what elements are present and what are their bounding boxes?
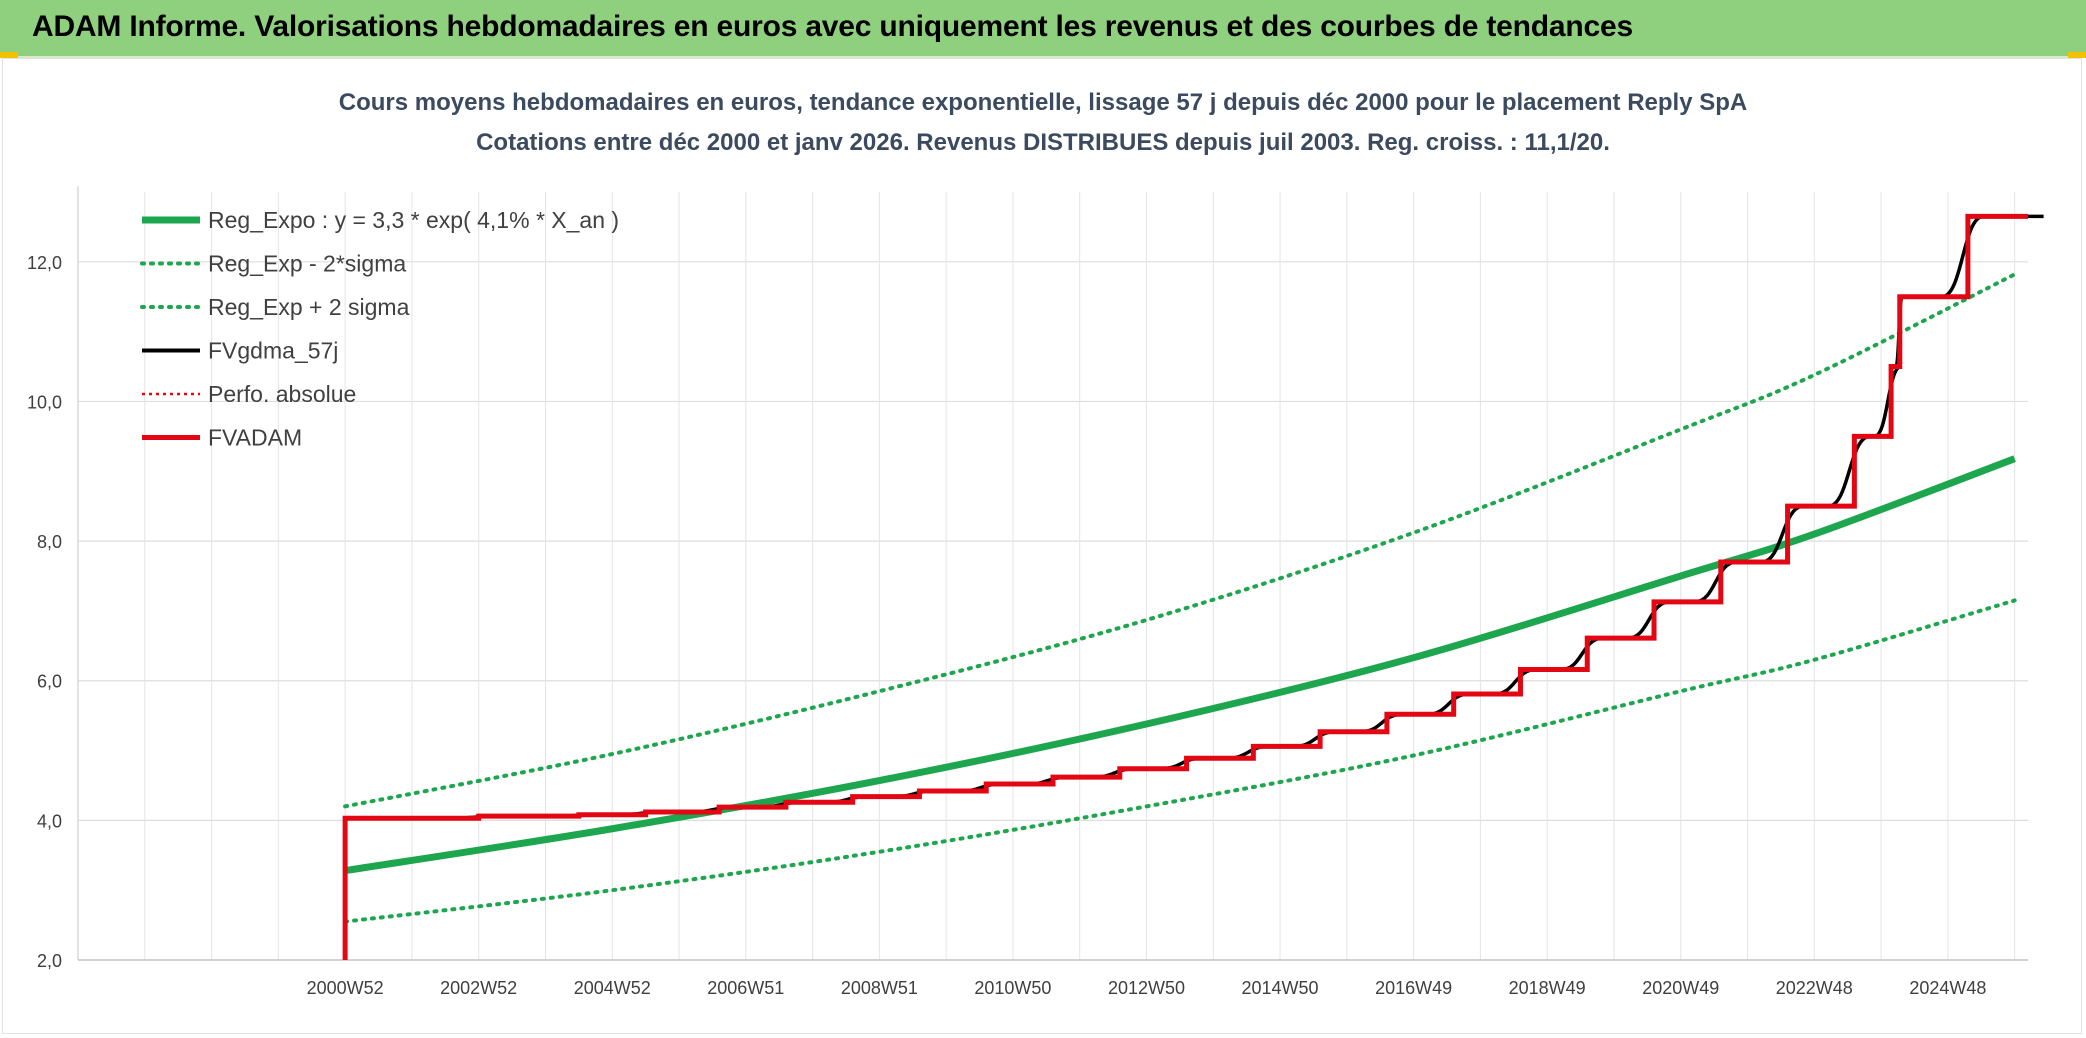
y-tick-label: 6,0 xyxy=(37,672,62,692)
corner-mark-right xyxy=(2068,52,2086,58)
x-tick-label: 2000W52 xyxy=(307,978,384,998)
legend-label-fvgdma: FVgdma_57j xyxy=(208,338,338,364)
series-fvadam xyxy=(342,213,2028,960)
y-tick-label: 10,0 xyxy=(27,392,62,412)
y-tick-label: 4,0 xyxy=(37,811,62,831)
x-tick-label: 2008W51 xyxy=(841,978,918,998)
y-tick-label: 8,0 xyxy=(37,532,62,552)
x-tick-label: 2010W50 xyxy=(974,978,1051,998)
legend-label-fvadam: FVADAM xyxy=(208,425,302,451)
x-tick-label: 2016W49 xyxy=(1375,978,1452,998)
report-banner: ADAM Informe. Valorisations hebdomadaire… xyxy=(0,0,2086,58)
legend-label-reg-minus: Reg_Exp - 2*sigma xyxy=(208,251,406,277)
series-reg-plus xyxy=(343,272,2017,809)
corner-mark-left xyxy=(0,52,18,58)
series-layer xyxy=(342,213,2044,960)
x-tick-label: 2022W48 xyxy=(1776,978,1853,998)
x-tick-label: 2024W48 xyxy=(1909,978,1986,998)
report-title: ADAM Informe. Valorisations hebdomadaire… xyxy=(32,10,1633,43)
chart-frame xyxy=(2,58,2082,1034)
x-tick-label: 2018W49 xyxy=(1509,978,1586,998)
x-tick-label: 2002W52 xyxy=(440,978,517,998)
series-reg-expo xyxy=(344,455,2016,875)
y-tick-label: 12,0 xyxy=(27,253,62,273)
y-tick-label: 2,0 xyxy=(37,951,62,971)
legend-label-perfo: Perfo. absolue xyxy=(208,381,356,407)
chart-subtitle: Cotations entre déc 2000 et janv 2026. R… xyxy=(476,129,1610,156)
chart-title: Cours moyens hebdomadaires en euros, ten… xyxy=(339,89,1747,116)
legend: Reg_Expo : y = 3,3 * exp( 4,1% * X_an ) R… xyxy=(140,207,619,451)
legend-label-reg: Reg_Expo : y = 3,3 * exp( 4,1% * X_an ) xyxy=(208,207,619,233)
x-tick-label: 2012W50 xyxy=(1108,978,1185,998)
x-tick-label: 2004W52 xyxy=(574,978,651,998)
x-tick-label: 2006W51 xyxy=(707,978,784,998)
legend-label-reg-plus: Reg_Exp + 2 sigma xyxy=(208,294,410,320)
x-tick-label: 2020W49 xyxy=(1642,978,1719,998)
y-axis: 2,0 4,0 6,0 8,0 10,0 12,0 xyxy=(27,253,62,971)
series-reg-minus xyxy=(343,598,2017,924)
x-tick-label: 2014W50 xyxy=(1242,978,1319,998)
x-axis: 2000W52 2002W52 2004W52 2006W51 2008W51 2010W… xyxy=(307,978,1987,998)
